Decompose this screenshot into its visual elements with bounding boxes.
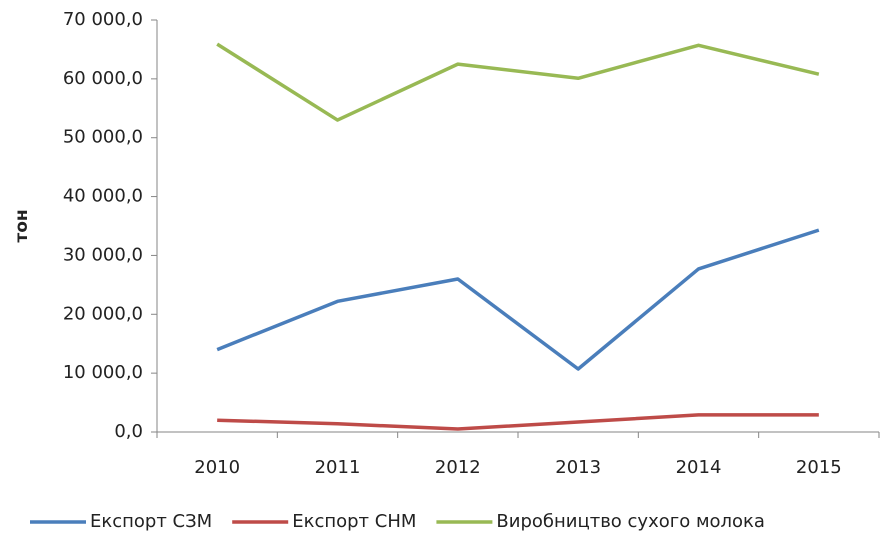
series-line [217, 413, 819, 431]
legend-label: Експорт СНМ [292, 511, 416, 532]
series-line [216, 228, 820, 371]
y-tick-label: 0,0 [114, 421, 143, 442]
y-axis-label: тон [12, 209, 32, 242]
x-tick-label: 2015 [796, 457, 842, 478]
legend-label: Виробництво сухого молока [496, 511, 765, 532]
x-tick-label: 2012 [435, 457, 481, 478]
x-tick-label: 2011 [315, 457, 361, 478]
y-tick-label: 10 000,0 [63, 362, 143, 383]
series-line [216, 42, 820, 122]
x-tick-label: 2014 [676, 457, 722, 478]
y-tick-label: 50 000,0 [63, 127, 143, 148]
x-tick-label: 2013 [555, 457, 601, 478]
x-tick-label: 2010 [194, 457, 240, 478]
y-tick-label: 60 000,0 [63, 68, 143, 89]
y-tick-label: 30 000,0 [63, 244, 143, 265]
y-tick-label: 40 000,0 [63, 186, 143, 207]
legend-label: Експорт СЗМ [90, 511, 212, 532]
y-tick-label: 20 000,0 [63, 303, 143, 324]
y-tick-label: 70 000,0 [63, 9, 143, 30]
